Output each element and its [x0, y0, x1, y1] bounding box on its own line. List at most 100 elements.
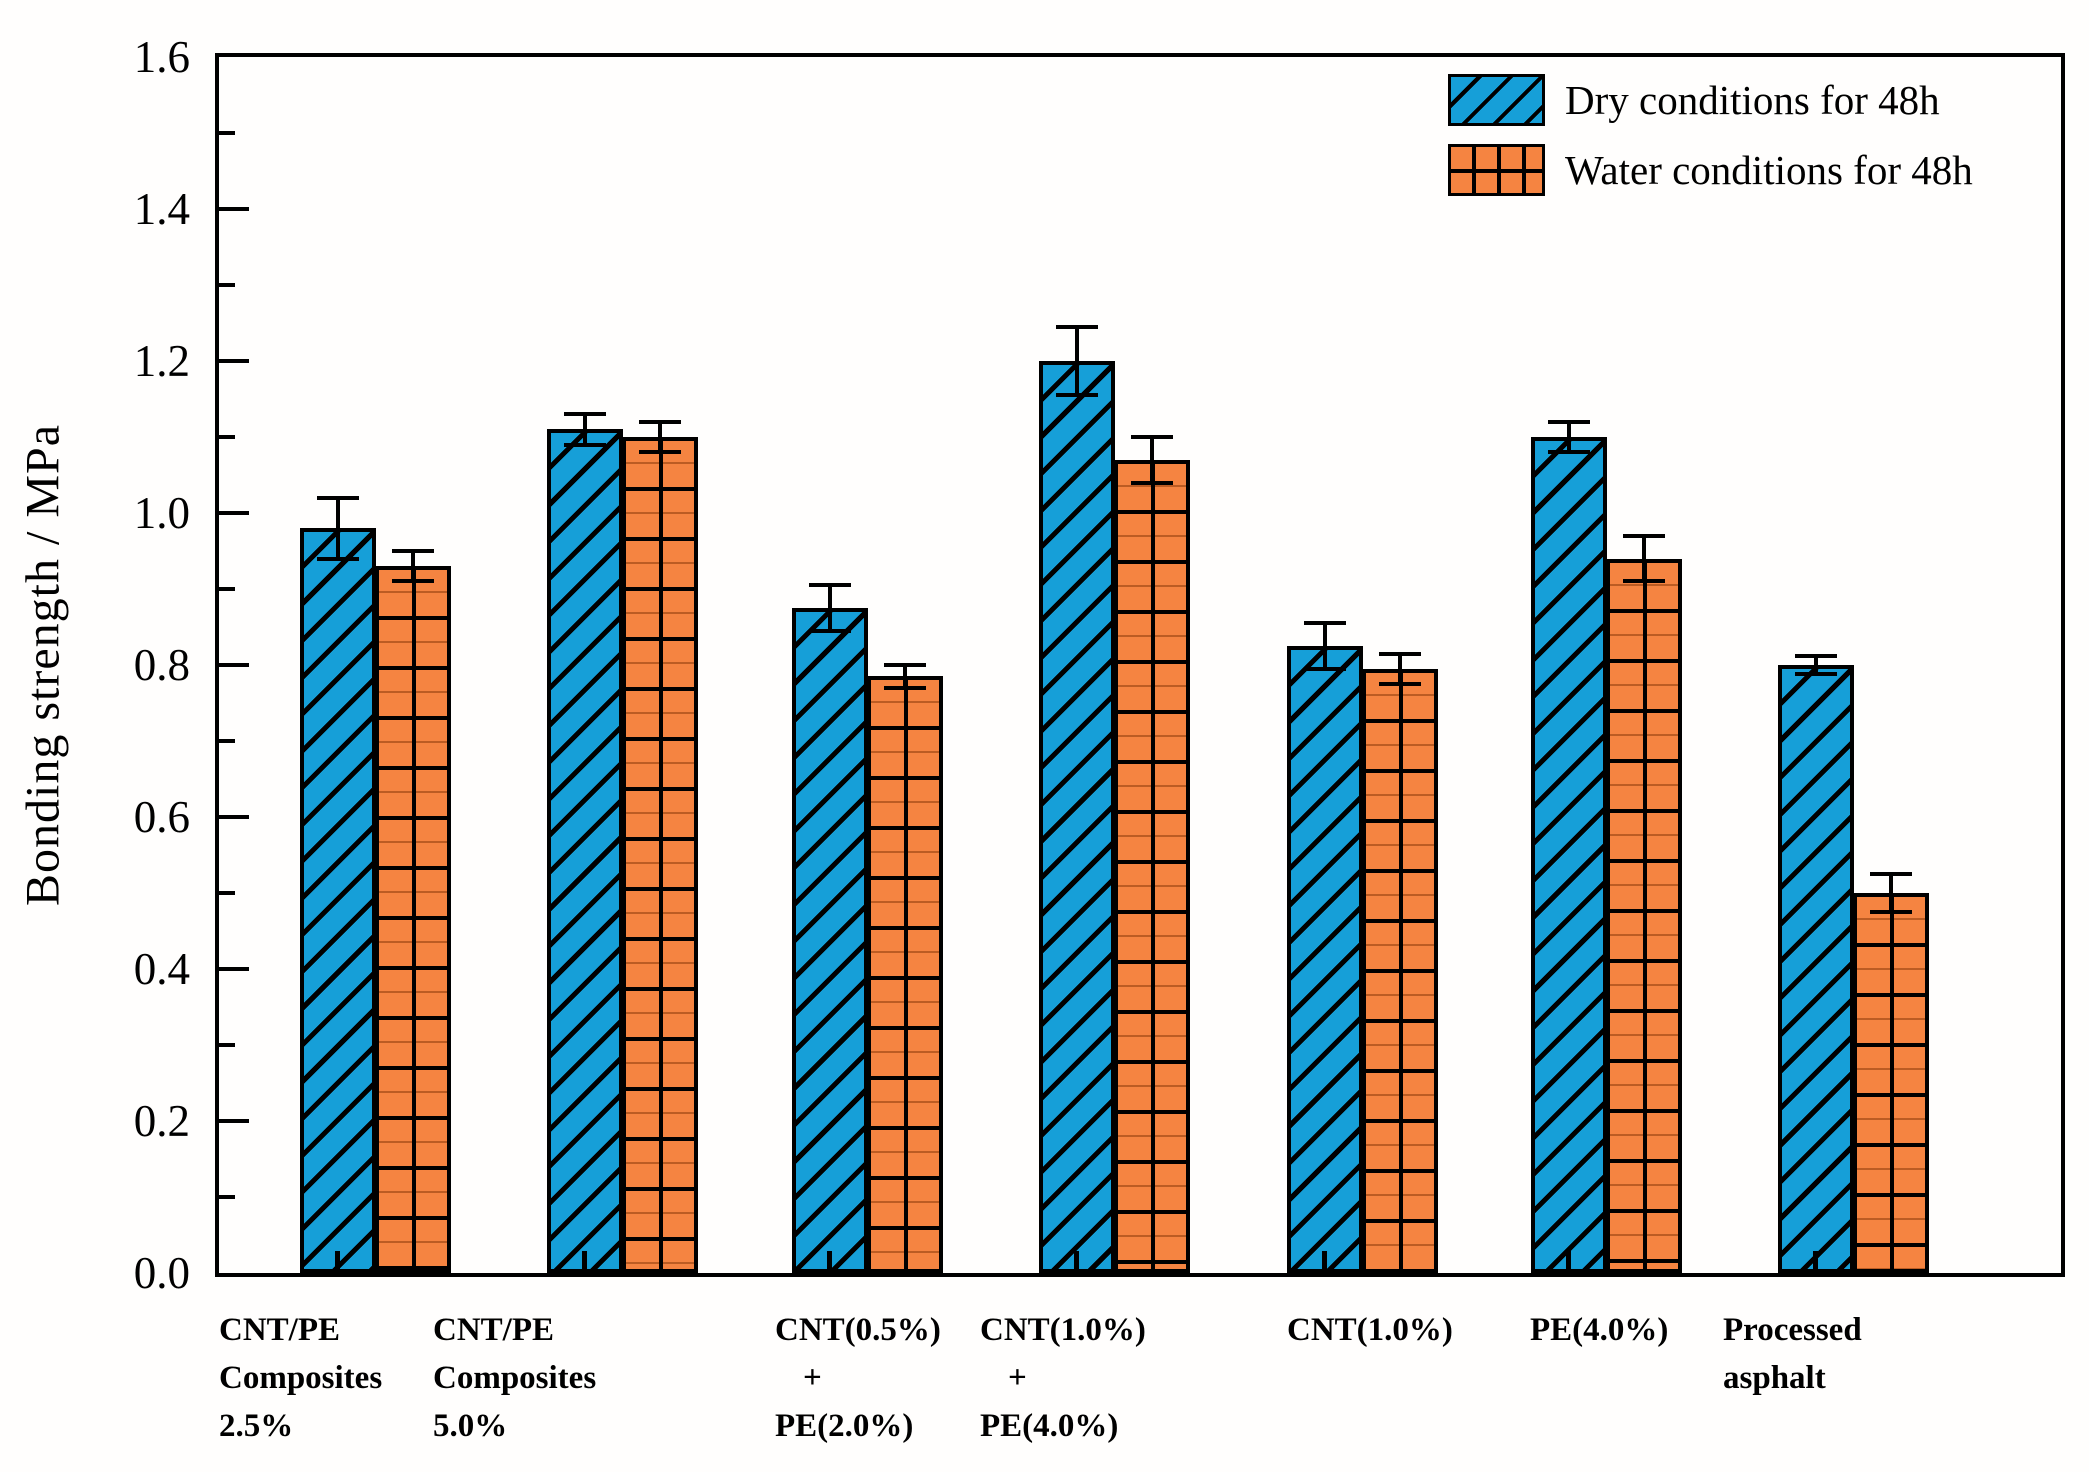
- error-bar-line: [1323, 623, 1327, 669]
- error-bar-cap-bottom: [564, 442, 606, 447]
- legend-swatch-dry: [1448, 74, 1545, 126]
- error-bar-line: [336, 497, 340, 559]
- legend-row-1: Water conditions for 48h: [1448, 141, 2048, 199]
- bar-water-0: [375, 566, 451, 1273]
- category-label-6: Processed asphalt: [1723, 1306, 2033, 1402]
- category-label-3: CNT(1.0%) + PE(4.0%): [980, 1306, 1290, 1450]
- y-tick-label: 1.4: [133, 184, 190, 234]
- error-bar-cap-bottom: [392, 579, 434, 584]
- bar-water-6: [1853, 893, 1929, 1273]
- category-label-line: 2.5%: [219, 1408, 294, 1444]
- category-label-line: CNT(0.5%): [775, 1312, 941, 1348]
- bar-water-5: [1606, 559, 1682, 1273]
- y-minor-tick: [219, 1043, 235, 1047]
- y-tick-label: 0.8: [133, 640, 190, 690]
- error-bar-cap-top: [809, 583, 851, 588]
- bar-water-4: [1362, 669, 1438, 1273]
- plot-area: Dry conditions for 48h Water conditions f…: [215, 53, 2065, 1277]
- error-bar-cap-bottom: [884, 685, 926, 690]
- error-bar-line: [828, 585, 832, 631]
- error-bar-line: [1889, 874, 1893, 912]
- y-minor-tick: [219, 1195, 235, 1199]
- category-label-5: PE(4.0%): [1530, 1306, 1840, 1354]
- category-label-line: CNT(1.0%): [1287, 1312, 1453, 1348]
- y-tick-label: 0.4: [133, 944, 190, 994]
- bar-dry-5: [1531, 437, 1607, 1273]
- y-major-tick: [219, 511, 249, 515]
- error-bar-cap-bottom: [639, 450, 681, 455]
- error-bar-cap-top: [392, 549, 434, 553]
- y-tick-label: 0.6: [133, 792, 190, 842]
- y-minor-tick: [219, 891, 235, 895]
- error-bar-cap-bottom: [1304, 666, 1346, 671]
- error-bar-cap-top: [1379, 651, 1421, 656]
- x-tick: [827, 1251, 832, 1273]
- bar-water-3: [1114, 460, 1190, 1273]
- bar-dry-4: [1287, 646, 1363, 1273]
- error-bar-line: [903, 665, 907, 688]
- error-bar-cap-top: [1548, 419, 1590, 424]
- category-label-line: CNT/PE: [219, 1312, 341, 1348]
- error-bar-cap-bottom: [1056, 393, 1098, 398]
- error-bar-cap-top: [1131, 435, 1173, 439]
- error-bar-line: [583, 414, 587, 445]
- category-label-4: CNT(1.0%): [1287, 1306, 1597, 1354]
- legend-label-1: Water conditions for 48h: [1565, 147, 1973, 193]
- legend: Dry conditions for 48h Water conditions f…: [1448, 71, 2048, 211]
- error-bar-line: [1814, 655, 1818, 675]
- error-bar-line: [411, 551, 415, 582]
- legend-swatch-water: [1448, 144, 1545, 196]
- y-minor-tick: [219, 131, 235, 135]
- category-label-line: Processed: [1723, 1312, 1862, 1348]
- y-minor-tick: [219, 739, 235, 743]
- error-bar-line: [658, 421, 662, 453]
- category-label-line: +: [1008, 1360, 1027, 1396]
- bar-dry-2: [792, 608, 868, 1273]
- error-bar-cap-top: [1795, 653, 1837, 658]
- error-bar-line: [1398, 653, 1402, 684]
- y-tick-label: 0.2: [133, 1096, 190, 1146]
- category-label-line: +: [803, 1360, 822, 1396]
- x-tick: [335, 1251, 340, 1273]
- category-label-line: CNT(1.0%): [980, 1312, 1146, 1348]
- y-major-tick: [219, 663, 249, 667]
- category-label-line: PE(2.0%): [775, 1408, 914, 1444]
- bar-dry-0: [300, 528, 376, 1273]
- y-tick-label: 1.0: [133, 488, 190, 538]
- error-bar-cap-top: [1056, 324, 1098, 329]
- y-major-tick: [219, 359, 249, 363]
- error-bar-line: [1150, 437, 1154, 483]
- error-bar-cap-top: [639, 419, 681, 424]
- y-minor-tick: [219, 587, 235, 591]
- error-bar-cap-bottom: [1379, 682, 1421, 686]
- y-minor-tick: [219, 283, 235, 287]
- error-bar-line: [1567, 421, 1571, 453]
- category-label-line: 5.0%: [433, 1408, 508, 1444]
- category-label-line: Composites: [433, 1360, 597, 1396]
- y-tick-label: 1.2: [133, 336, 190, 386]
- error-bar-line: [1075, 326, 1079, 396]
- error-bar-cap-bottom: [809, 628, 851, 633]
- y-major-tick: [219, 815, 249, 819]
- error-bar-cap-bottom: [1131, 480, 1173, 485]
- y-major-tick: [219, 207, 249, 211]
- category-label-2: CNT(0.5%) + PE(2.0%): [775, 1306, 1085, 1450]
- x-tick: [1813, 1251, 1818, 1273]
- y-minor-tick: [219, 435, 235, 439]
- x-tick: [582, 1251, 587, 1273]
- bar-dry-6: [1778, 665, 1854, 1273]
- error-bar-line: [1642, 535, 1646, 582]
- error-bar-cap-top: [317, 495, 359, 500]
- error-bar-cap-bottom: [317, 556, 359, 561]
- error-bar-cap-bottom: [1795, 672, 1837, 677]
- category-label-line: CNT/PE: [433, 1312, 555, 1348]
- category-label-line: PE(4.0%): [980, 1408, 1119, 1444]
- category-label-line: PE(4.0%): [1530, 1312, 1669, 1348]
- y-major-tick: [219, 967, 249, 971]
- error-bar-cap-top: [884, 663, 926, 667]
- error-bar-cap-bottom: [1870, 910, 1912, 914]
- error-bar-cap-top: [1623, 533, 1665, 538]
- bar-dry-3: [1039, 361, 1115, 1273]
- y-tick-label: 0.0: [133, 1248, 190, 1298]
